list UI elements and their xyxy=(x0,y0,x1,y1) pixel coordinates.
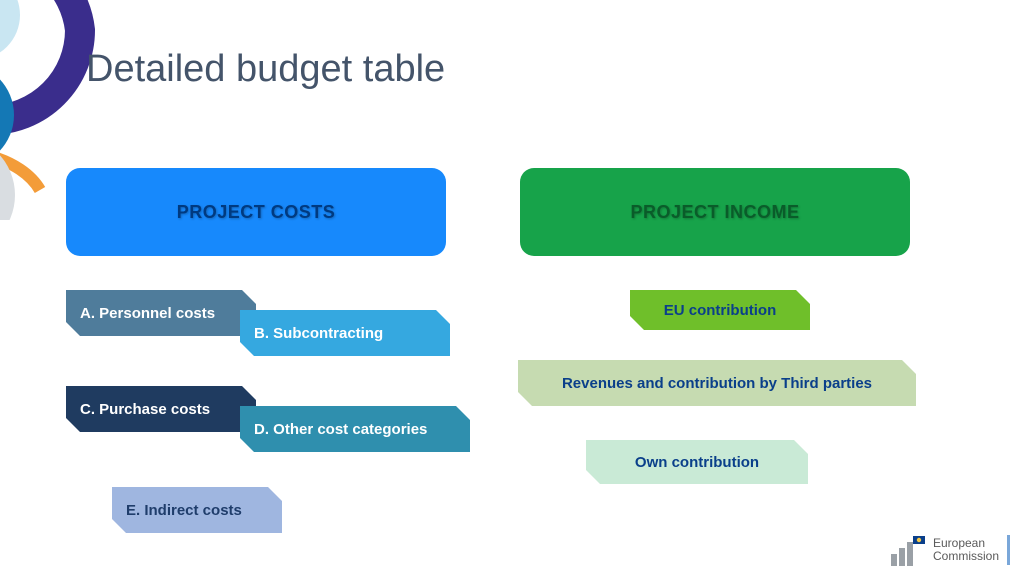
income-item-eu: EU contribution xyxy=(630,290,810,330)
income-item-own: Own contribution xyxy=(586,440,808,484)
logo-line2: Commission xyxy=(933,550,999,563)
project-costs-label: PROJECT COSTS xyxy=(177,202,336,223)
page-title: Detailed budget table xyxy=(86,48,445,91)
cost-item-b: B. Subcontracting xyxy=(240,310,450,356)
project-costs-header: PROJECT COSTS xyxy=(66,168,446,256)
cost-item-d: D. Other cost categories xyxy=(240,406,470,452)
project-income-label: PROJECT INCOME xyxy=(630,202,799,223)
ec-logo: European Commission xyxy=(891,534,1010,566)
logo-bar-icon xyxy=(1007,535,1010,565)
income-item-rev: Revenues and contribution by Third parti… xyxy=(518,360,916,406)
cost-item-a: A. Personnel costs xyxy=(66,290,256,336)
project-income-header: PROJECT INCOME xyxy=(520,168,910,256)
cost-item-c: C. Purchase costs xyxy=(66,386,256,432)
ec-flag-icon xyxy=(891,534,925,566)
cost-item-e: E. Indirect costs xyxy=(112,487,282,533)
